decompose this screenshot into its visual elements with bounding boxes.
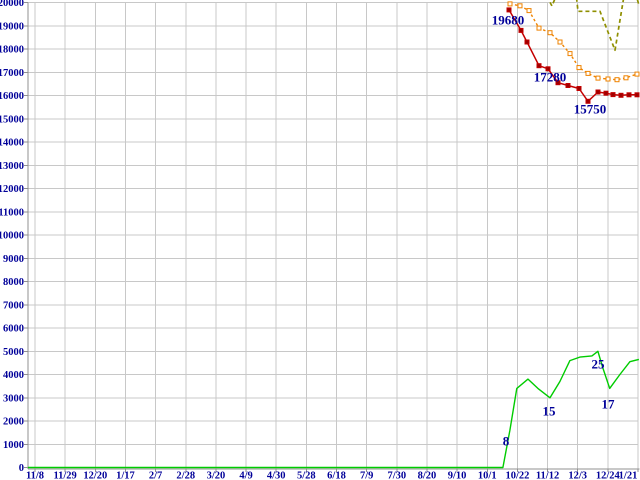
series-orange-dotted-marker xyxy=(634,71,640,77)
series-orange-dotted-marker xyxy=(567,51,573,57)
series-red-price-marker xyxy=(610,92,616,98)
series-orange-dotted-marker xyxy=(536,25,542,31)
x-tick-label: 1/21 xyxy=(619,471,638,480)
data-label: 15750 xyxy=(574,102,607,117)
series-orange-dotted-marker xyxy=(517,3,523,9)
data-label: 25 xyxy=(592,357,606,372)
series-red-price-marker xyxy=(555,80,561,86)
series-red-price-marker xyxy=(506,7,512,13)
series-red-price-marker xyxy=(618,92,624,98)
series-red-price-marker xyxy=(595,89,601,95)
data-label: 17280 xyxy=(534,70,567,85)
x-tick-label: 4/30 xyxy=(267,471,286,480)
y-tick-label: 8000 xyxy=(3,277,24,288)
y-tick-label: 1000 xyxy=(3,440,24,451)
x-tick-label: 4/9 xyxy=(239,471,252,480)
series-olive-dashed-line xyxy=(547,0,640,52)
y-tick-label: 3000 xyxy=(3,393,24,404)
x-tick-label: 3/20 xyxy=(207,471,226,480)
series-orange-dotted-marker xyxy=(595,75,601,81)
grid-and-axes xyxy=(24,2,640,472)
y-tick-label: 13000 xyxy=(0,161,24,172)
series-orange-dotted-marker xyxy=(526,8,532,14)
series-orange-dotted-marker xyxy=(623,75,629,81)
x-tick-label: 6/18 xyxy=(327,471,346,480)
y-tick-label: 2000 xyxy=(3,417,24,428)
series-orange-dotted-marker xyxy=(576,65,582,71)
series-red-price-marker xyxy=(634,92,640,98)
y-tick-label: 14000 xyxy=(0,138,24,149)
y-tick-label: 15000 xyxy=(0,114,24,125)
y-tick-label: 16000 xyxy=(0,91,24,102)
series-red-price-marker xyxy=(576,86,582,91)
x-tick-label: 7/9 xyxy=(360,471,373,480)
y-tick-label: 4000 xyxy=(3,370,24,381)
y-tick-label: 5000 xyxy=(3,347,24,358)
series-red-price-marker xyxy=(565,83,571,88)
x-tick-label: 10/1 xyxy=(478,471,497,480)
x-tick-label: 12/24 xyxy=(596,471,621,480)
x-tick-label: 2/7 xyxy=(149,471,162,480)
x-tick-label: 11/12 xyxy=(536,471,559,480)
y-tick-label: 20000 xyxy=(0,0,24,9)
series-orange-dotted-marker xyxy=(585,70,591,76)
y-tick-label: 0 xyxy=(19,463,24,474)
series-orange-dotted-marker xyxy=(605,76,611,82)
x-tick-label: 10/22 xyxy=(505,471,529,480)
series-orange-dotted-marker xyxy=(557,39,563,45)
series-orange-dotted-marker xyxy=(547,30,553,36)
y-tick-label: 6000 xyxy=(3,324,24,335)
x-tick-label: 9/10 xyxy=(448,471,467,480)
x-tick-label: 12/20 xyxy=(83,471,107,480)
y-tick-label: 11000 xyxy=(0,207,24,218)
y-tick-label: 9000 xyxy=(3,254,24,265)
data-label: 8 xyxy=(503,434,510,449)
x-tick-label: 11/8 xyxy=(26,471,44,480)
x-tick-label: 11/29 xyxy=(53,471,76,480)
y-tick-label: 18000 xyxy=(0,45,24,56)
series-red-price-marker xyxy=(603,90,609,96)
series-green-count-line xyxy=(28,350,640,469)
x-tick-label: 5/28 xyxy=(297,471,316,480)
x-tick-label: 12/3 xyxy=(568,471,587,480)
series-red-price-marker xyxy=(545,66,551,72)
x-tick-label: 8/20 xyxy=(418,471,437,480)
x-tick-label: 1/17 xyxy=(116,471,135,480)
series-red-price-marker xyxy=(536,63,542,69)
x-tick-label: 7/30 xyxy=(387,471,406,480)
data-label: 15 xyxy=(543,404,557,419)
series-red-price-marker xyxy=(518,27,524,33)
y-tick-label: 17000 xyxy=(0,68,24,79)
y-tick-label: 19000 xyxy=(0,21,24,32)
y-tick-label: 10000 xyxy=(0,231,24,242)
y-tick-label: 12000 xyxy=(0,184,24,195)
series-orange-dotted-marker xyxy=(614,77,620,83)
x-tick-label: 2/28 xyxy=(176,471,195,480)
series-red-price-marker xyxy=(585,98,591,104)
series-red-price-marker xyxy=(524,39,530,45)
data-label: 19680 xyxy=(492,13,525,28)
y-tick-label: 7000 xyxy=(3,300,24,311)
series-red-price-marker xyxy=(626,92,632,98)
series-orange-dotted-marker xyxy=(507,1,513,7)
data-label: 17 xyxy=(602,397,616,412)
series-red-price-line xyxy=(508,9,637,103)
